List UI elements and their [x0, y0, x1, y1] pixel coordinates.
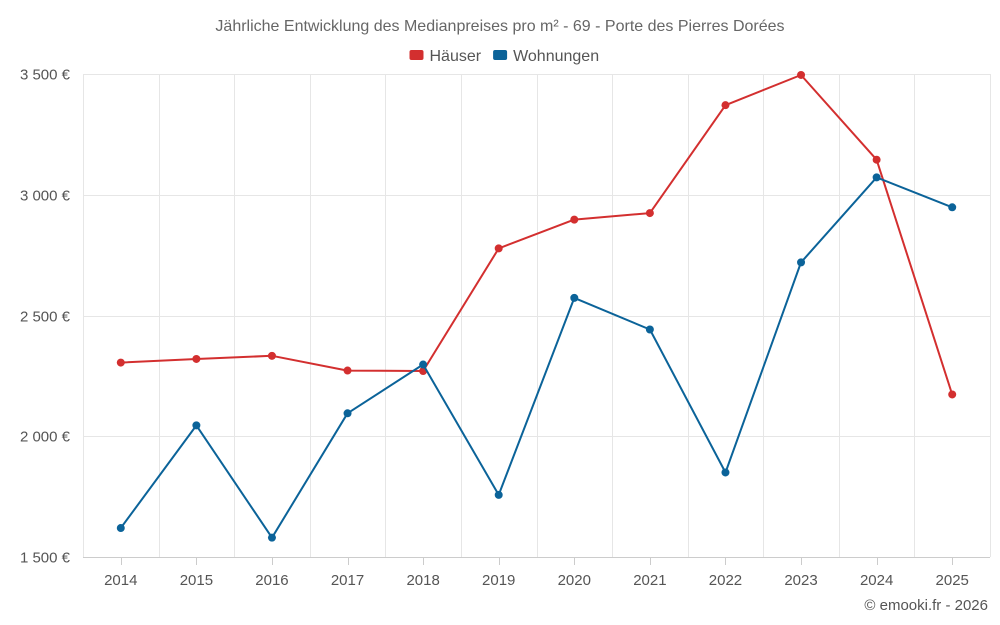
y-tick-label: 2 500 € — [20, 309, 71, 326]
data-point — [872, 173, 881, 182]
legend-item: Häuser — [409, 48, 482, 65]
x-tick-label: 2014 — [104, 572, 137, 589]
credit-text: © emooki.fr - 2026 — [864, 597, 988, 614]
data-point — [948, 203, 957, 212]
x-axis: 2014 2015 2016 2017 2018 2019 2020 2021 2022 2023… — [104, 557, 969, 589]
y-tick-label: 1 500 € — [20, 550, 71, 567]
data-point — [721, 468, 730, 477]
legend-label: Wohnungen — [513, 48, 599, 65]
legend: Häuser Wohnungen — [409, 48, 599, 65]
data-point — [116, 524, 125, 533]
data-point — [797, 258, 806, 267]
legend-label: Häuser — [430, 48, 482, 65]
data-point — [116, 358, 125, 367]
series — [116, 70, 957, 542]
data-point — [645, 325, 654, 334]
x-tick-label: 2023 — [784, 572, 817, 589]
x-tick-label: 2021 — [633, 572, 666, 589]
data-point — [872, 155, 881, 164]
data-point — [343, 409, 352, 418]
data-point — [192, 421, 201, 430]
series-Wohnungen — [116, 173, 957, 542]
legend-swatch — [493, 50, 508, 60]
grid — [83, 74, 991, 558]
x-tick-label: 2019 — [482, 572, 515, 589]
data-point — [494, 490, 503, 499]
data-point — [494, 244, 503, 253]
y-tick-label: 3 000 € — [20, 188, 71, 205]
series-line — [120, 74, 954, 395]
y-tick-label: 2 000 € — [20, 429, 71, 446]
x-tick-label: 2022 — [709, 572, 742, 589]
chart-title: Jährliche Entwicklung des Medianpreises … — [215, 18, 784, 35]
y-axis: 1 500 € 2 000 € 2 500 € 3 000 € 3 500 € — [20, 67, 71, 567]
data-point — [343, 366, 352, 375]
data-point — [267, 351, 276, 360]
data-point — [645, 209, 654, 218]
x-tick-label: 2024 — [860, 572, 893, 589]
legend-swatch — [409, 50, 424, 60]
x-tick-label: 2020 — [558, 572, 591, 589]
data-point — [948, 390, 957, 399]
series-line — [119, 176, 953, 539]
legend-item: Wohnungen — [493, 48, 599, 65]
data-point — [192, 354, 201, 363]
data-point — [797, 70, 806, 79]
x-tick-label: 2016 — [255, 572, 288, 589]
y-tick-label: 3 500 € — [20, 67, 71, 84]
series-Häuser — [116, 70, 957, 399]
data-point — [267, 533, 276, 542]
data-point — [721, 101, 730, 110]
x-tick-label: 2017 — [331, 572, 364, 589]
data-point — [419, 360, 428, 369]
data-point — [570, 293, 579, 302]
data-point — [570, 215, 579, 224]
x-tick-label: 2025 — [936, 572, 969, 589]
x-tick-label: 2018 — [406, 572, 439, 589]
x-tick-label: 2015 — [180, 572, 213, 589]
